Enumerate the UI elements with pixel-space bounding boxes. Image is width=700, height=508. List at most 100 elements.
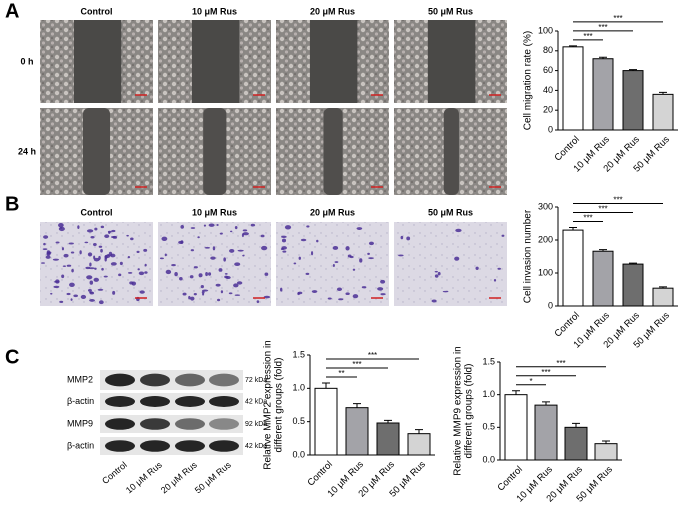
row-label: 24 h [18,146,36,156]
y-tick-label: 40 [543,85,553,95]
y-tick-label: 100 [538,25,553,35]
significance-label: *** [368,351,377,360]
stained-cell [380,293,386,296]
stained-cell [293,262,297,265]
stained-cell [90,235,95,239]
stained-cell [104,257,107,262]
stained-cell [136,250,140,254]
stained-cell [216,298,221,302]
y-tick-label: 0 [548,300,553,310]
stained-cell [137,268,140,271]
stained-cell [475,266,479,271]
stained-cell [229,248,235,253]
error-bar [629,262,637,265]
stained-cell [207,272,212,276]
column-label: 10 μM Rus [192,6,237,16]
stained-cell [77,225,80,229]
blot-label: MMP9 [67,418,93,428]
blot-band [140,373,170,387]
micrograph [276,222,389,306]
stained-cell [93,255,96,260]
stained-cell [501,234,505,237]
stained-cell [197,236,200,239]
stained-cell [111,229,116,233]
stained-cell [87,288,92,292]
stained-cell [263,295,271,299]
stained-cell [242,229,248,232]
stained-cell [359,258,363,263]
significance-label: *** [556,359,565,368]
stained-cell [138,271,145,276]
stained-cell [280,287,283,292]
stained-cell [398,254,404,257]
stained-cell [100,225,105,229]
blot-band [140,418,170,430]
stained-cell [59,227,63,229]
stained-cell [98,245,103,248]
stained-cell [63,253,69,258]
stained-cell [93,277,99,282]
stained-cell [356,227,363,230]
stained-cell [98,300,104,305]
stained-cell [493,278,497,282]
stained-cell [305,272,310,275]
stained-cell [234,294,241,296]
error-bar [512,390,520,395]
stained-cell [281,238,287,243]
stained-cell [237,249,244,252]
stained-cell [367,252,370,255]
stained-cell [437,271,441,276]
stained-cell [332,245,339,250]
error-bar [542,401,550,406]
error-bar [569,226,577,231]
y-axis-label: different groups (fold) [274,358,285,453]
panel-label: A [5,0,19,22]
stained-cell [59,300,64,304]
micrograph [158,222,271,306]
column-label: 20 μM Rus [310,6,355,16]
stained-cell [143,248,148,252]
stained-cell [298,256,301,260]
bar [376,422,400,456]
stained-cell [70,251,75,254]
column-label: 50 μM Rus [428,207,473,217]
significance-label: *** [613,14,622,23]
significance-label: * [529,377,532,386]
bar [407,433,431,456]
stained-cell [200,284,204,289]
blot-size: 42 kDa [245,443,267,450]
stained-cell [61,274,65,279]
stained-cell [434,274,439,278]
micrograph [394,222,507,306]
bar [562,229,584,307]
stained-cell [400,235,404,240]
error-bar [602,440,610,444]
stained-cell [332,263,335,267]
error-bar [629,69,637,71]
stained-cell [190,227,196,229]
stained-cell [144,263,147,267]
row-label: 0 h [20,56,33,66]
stained-cell [43,242,46,246]
blot-label: MMP2 [67,374,93,384]
y-tick-label: 0.0 [292,449,305,459]
y-tick-label: 20 [543,105,553,115]
bar [314,387,338,456]
stained-cell [188,295,191,300]
stained-cell [193,292,197,296]
stained-cell [201,290,205,294]
stained-cell [224,273,228,275]
stained-cell [164,253,167,257]
y-tick-label: 0.5 [482,422,495,432]
panel-label: B [5,193,19,215]
stained-cell [130,237,134,241]
stained-cell [178,240,184,244]
stained-cell [260,234,265,238]
stained-cell [368,257,374,260]
stained-cell [104,234,110,238]
stained-cell [261,245,268,251]
stained-cell [310,251,314,256]
error-bar [659,91,667,95]
stained-cell [52,258,60,261]
